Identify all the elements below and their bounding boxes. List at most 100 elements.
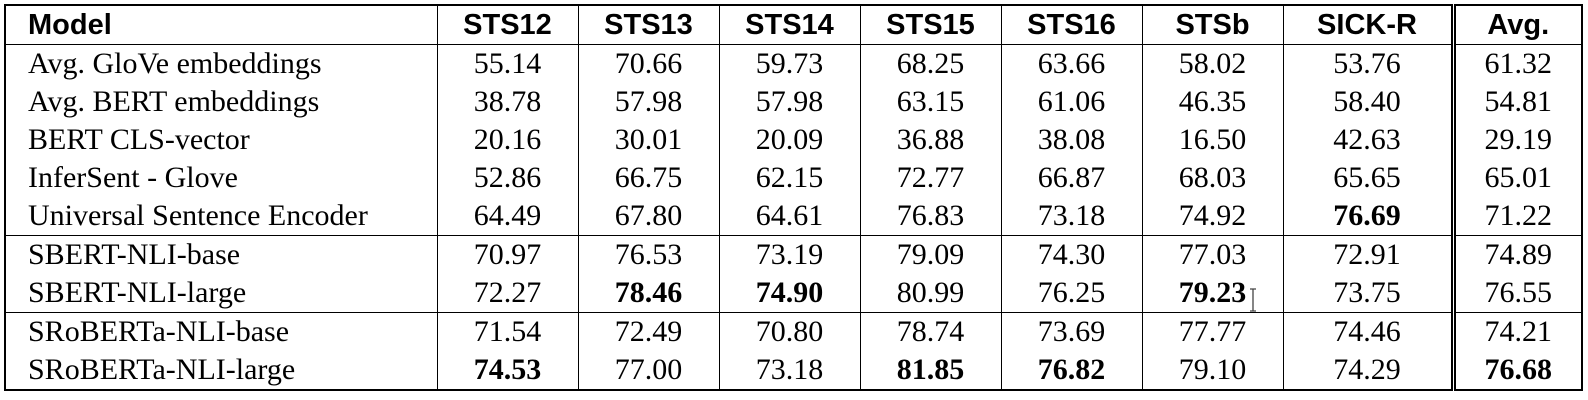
- header-sts12: STS12: [436, 5, 578, 45]
- score-cell: 64.61: [718, 197, 860, 236]
- score-cell: 76.25: [1000, 274, 1142, 313]
- score-cell: 77.03: [1141, 235, 1283, 274]
- header-model: Model: [4, 5, 437, 45]
- model-name-cell: Avg. GloVe embeddings: [4, 44, 437, 83]
- score-cell: 76.53: [577, 235, 719, 274]
- score-cell: 74.89: [1450, 235, 1582, 274]
- score-cell: 63.15: [859, 83, 1001, 121]
- score-cell: 79.10: [1141, 351, 1283, 390]
- score-cell: 70.80: [718, 312, 860, 351]
- score-cell: 76.82: [1000, 351, 1142, 390]
- model-name-cell: SBERT-NLI-large: [4, 274, 437, 313]
- table-row: SRoBERTa-NLI-large 74.53 77.00 73.18 81.85 76…: [4, 351, 1582, 390]
- score-cell: 76.69: [1282, 197, 1453, 236]
- score-cell: 74.53: [436, 351, 578, 390]
- score-cell: 71.22: [1450, 197, 1582, 236]
- model-name-cell: SRoBERTa-NLI-large: [4, 351, 437, 390]
- score-cell: 58.02: [1141, 44, 1283, 83]
- score-cell: 53.76: [1282, 44, 1453, 83]
- score-cell: 80.99: [859, 274, 1001, 313]
- score-cell: 74.90: [718, 274, 860, 313]
- header-sts16: STS16: [1000, 5, 1142, 45]
- score-cell: 73.19: [718, 235, 860, 274]
- model-name-cell: SRoBERTa-NLI-base: [4, 312, 437, 351]
- score-cell: 78.46: [577, 274, 719, 313]
- table-row: InferSent - Glove 52.86 66.75 62.15 72.77 66.…: [4, 159, 1582, 197]
- score-cell: 74.29: [1282, 351, 1453, 390]
- score-cell: 74.30: [1000, 235, 1142, 274]
- score-cell: 55.14: [436, 44, 578, 83]
- model-name-cell: BERT CLS-vector: [4, 121, 437, 159]
- score-cell: 62.15: [718, 159, 860, 197]
- score-cell: 72.49: [577, 312, 719, 351]
- table-row: Avg. BERT embeddings 38.78 57.98 57.98 63.15…: [4, 83, 1582, 121]
- score-cell: 73.69: [1000, 312, 1142, 351]
- score-cell: 57.98: [577, 83, 719, 121]
- i-beam-cursor-icon: [1250, 288, 1256, 312]
- table-row: Avg. GloVe embeddings 55.14 70.66 59.73 68.2…: [4, 44, 1582, 83]
- header-sts13: STS13: [577, 5, 719, 45]
- score-cell: 29.19: [1450, 121, 1582, 159]
- header-row: Model STS12 STS13 STS14 STS15 STS16 STSb…: [4, 5, 1582, 45]
- score-cell: 61.06: [1000, 83, 1142, 121]
- score-cell: 54.81: [1450, 83, 1582, 121]
- table-row: SBERT-NLI-large 72.27 78.46 74.90 80.99 76.25…: [4, 274, 1582, 313]
- score-cell: 73.18: [718, 351, 860, 390]
- score-cell: 73.75: [1282, 274, 1453, 313]
- score-cell: 52.86: [436, 159, 578, 197]
- score-cell: 42.63: [1282, 121, 1453, 159]
- table-row: BERT CLS-vector 20.16 30.01 20.09 36.88 38.08…: [4, 121, 1582, 159]
- score-cell: 76.68: [1450, 351, 1582, 390]
- model-name-cell: SBERT-NLI-base: [4, 235, 437, 274]
- header-sick-r: SICK-R: [1282, 5, 1453, 45]
- score-cell: 81.85: [859, 351, 1001, 390]
- header-avg: Avg.: [1450, 5, 1582, 45]
- score-cell: 66.75: [577, 159, 719, 197]
- score-cell: 72.77: [859, 159, 1001, 197]
- score-cell: 74.21: [1450, 312, 1582, 351]
- score-cell: 63.66: [1000, 44, 1142, 83]
- header-sts15: STS15: [859, 5, 1001, 45]
- score-cell: 64.49: [436, 197, 578, 236]
- score-cell: 73.18: [1000, 197, 1142, 236]
- score-cell: 67.80: [577, 197, 719, 236]
- score-cell: 66.87: [1000, 159, 1142, 197]
- table-row: SRoBERTa-NLI-base 71.54 72.49 70.80 78.74 73.…: [4, 312, 1582, 351]
- score-cell: 36.88: [859, 121, 1001, 159]
- score-cell: 70.97: [436, 235, 578, 274]
- results-table: Model STS12 STS13 STS14 STS15 STS16 STSb…: [4, 4, 1583, 391]
- score-cell: 30.01: [577, 121, 719, 159]
- model-name-cell: Universal Sentence Encoder: [4, 197, 437, 236]
- score-cell: 65.01: [1450, 159, 1582, 197]
- score-cell: 16.50: [1141, 121, 1283, 159]
- header-sts14: STS14: [718, 5, 860, 45]
- table-body: Avg. GloVe embeddings 55.14 70.66 59.73 68.2…: [4, 44, 1582, 390]
- score-cell: 78.74: [859, 312, 1001, 351]
- score-cell: 65.65: [1282, 159, 1453, 197]
- score-cell: 74.92: [1141, 197, 1283, 236]
- score-cell: 61.32: [1450, 44, 1582, 83]
- score-cell: 76.55: [1450, 274, 1582, 313]
- table-row: Universal Sentence Encoder 64.49 67.80 64.6…: [4, 197, 1582, 236]
- score-cell: 68.25: [859, 44, 1001, 83]
- score-cell: 76.83: [859, 197, 1001, 236]
- score-cell: 72.27: [436, 274, 578, 313]
- score-cell: 77.77: [1141, 312, 1283, 351]
- score-cell: 72.91: [1282, 235, 1453, 274]
- score-cell: 58.40: [1282, 83, 1453, 121]
- score-cell: 46.35: [1141, 83, 1283, 121]
- header-stsb: STSb: [1141, 5, 1283, 45]
- score-cell: 20.09: [718, 121, 860, 159]
- score-cell: 59.73: [718, 44, 860, 83]
- score-cell: 68.03: [1141, 159, 1283, 197]
- table-row: SBERT-NLI-base 70.97 76.53 73.19 79.09 74.30 7…: [4, 235, 1582, 274]
- score-cell: 38.08: [1000, 121, 1142, 159]
- score-cell: 74.46: [1282, 312, 1453, 351]
- score-cell: 77.00: [577, 351, 719, 390]
- score-cell: 71.54: [436, 312, 578, 351]
- score-cell: 20.16: [436, 121, 578, 159]
- model-name-cell: InferSent - Glove: [4, 159, 437, 197]
- score-cell: 79.09: [859, 235, 1001, 274]
- model-name-cell: Avg. BERT embeddings: [4, 83, 437, 121]
- score-cell: 38.78: [436, 83, 578, 121]
